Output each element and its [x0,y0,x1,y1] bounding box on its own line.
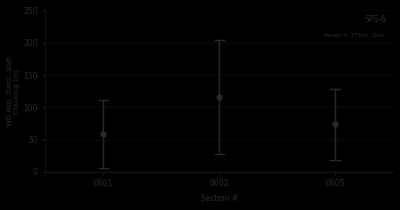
Point [332,122,338,126]
Point [216,95,222,99]
Text: Mean ± 1*Std. Dev.: Mean ± 1*Std. Dev. [324,33,386,38]
Text: SPS-6: SPS-6 [364,15,386,24]
Point [100,132,106,135]
X-axis label: Section #: Section # [201,194,238,203]
Y-axis label: WD Avg. Trans. Slab
Cracking (m): WD Avg. Trans. Slab Cracking (m) [7,56,20,126]
